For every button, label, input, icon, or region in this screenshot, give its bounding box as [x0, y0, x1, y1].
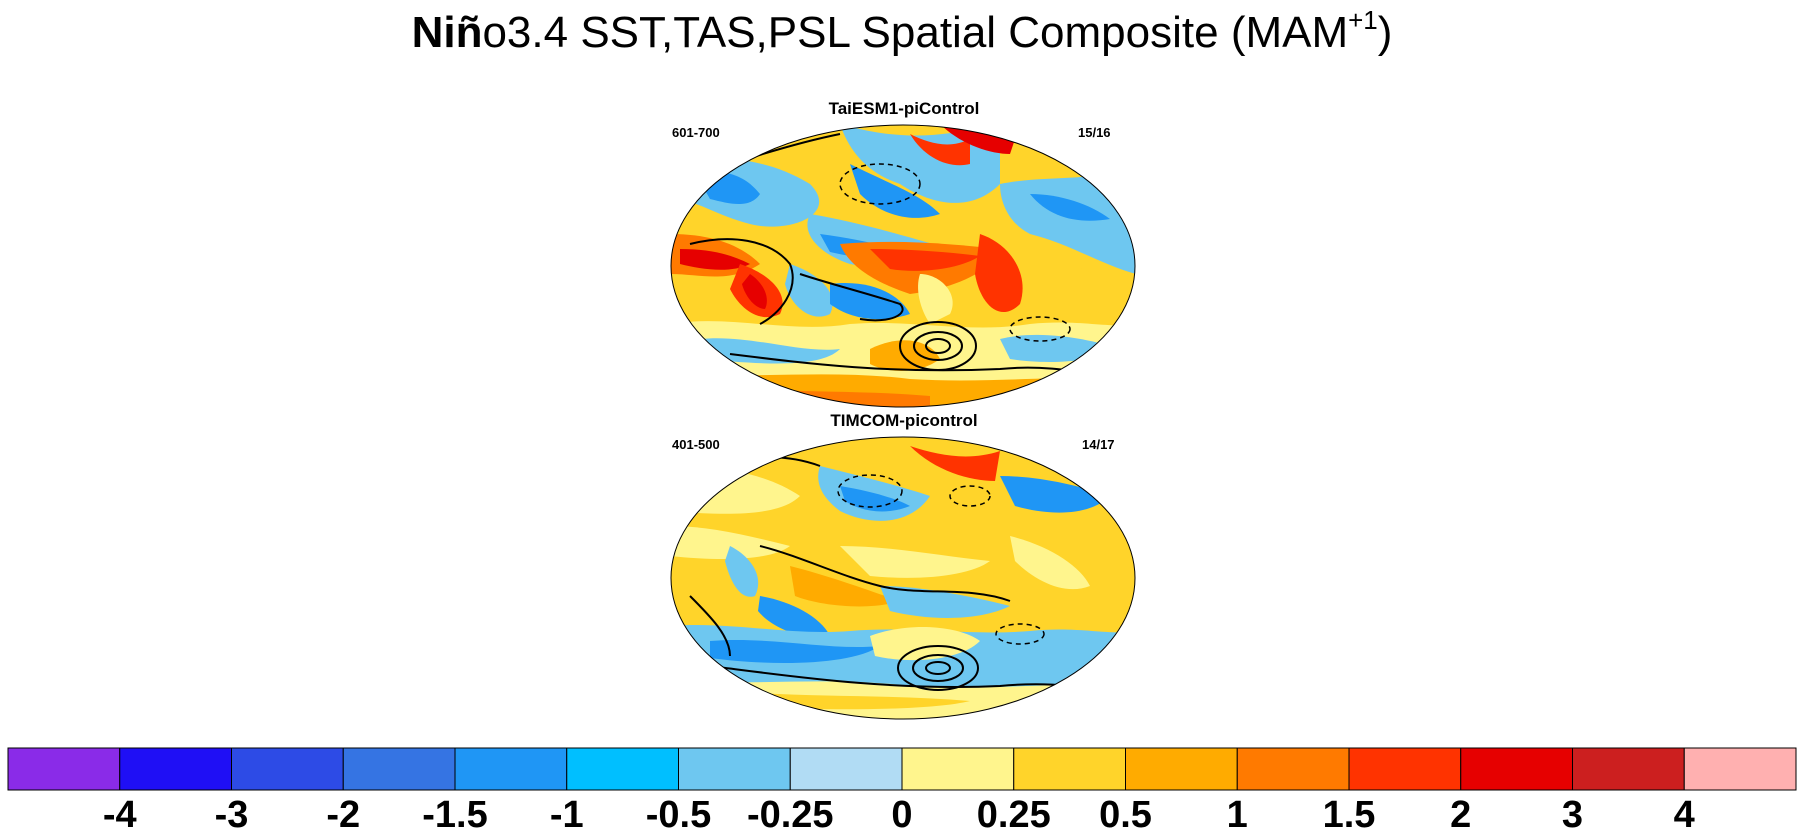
colorbar-swatch [7, 747, 121, 791]
title-bold: Niñ [411, 8, 483, 57]
colorbar-swatch [566, 747, 679, 791]
panel-2-title: TIMCOM-picontrol [830, 411, 978, 430]
colorbar-tick-label: 1.5 [1322, 794, 1376, 836]
panel-1-left-label: 601-700 [672, 125, 720, 140]
panel-2-right-label: 14/17 [1082, 437, 1115, 452]
colorbar-swatch [1236, 747, 1350, 791]
colorbar-swatch [119, 747, 232, 791]
colorbar-tick-label: 0.25 [976, 794, 1051, 836]
colorbar-tick-label: -4 [102, 794, 137, 836]
colorbar-tick-label: 0 [891, 794, 913, 836]
colorbar-tick-label: -0.5 [645, 794, 712, 836]
colorbar-tick-label: 4 [1673, 794, 1695, 836]
map-panel-1 [670, 124, 1136, 408]
colorbar-tick-label: -1.5 [422, 794, 488, 836]
title-sup: +1 [1348, 5, 1378, 35]
colorbar-tick-label: -0.25 [746, 794, 834, 836]
colorbar-tick-label: -2 [326, 794, 361, 836]
colorbar-swatch [789, 747, 903, 791]
colorbar-swatch [1348, 747, 1462, 791]
colorbar-tick-label: 1 [1226, 794, 1248, 836]
colorbar-tick-label: -1 [549, 794, 584, 836]
panel-2-left-label: 401-500 [672, 437, 720, 452]
colorbar-swatch [454, 747, 568, 791]
colorbar-swatch [1572, 747, 1685, 791]
colorbar-swatch [1013, 747, 1126, 791]
colorbar-swatch [231, 747, 344, 791]
colorbar-swatch [901, 747, 1015, 791]
colorbar-swatch [678, 747, 791, 791]
colorbar-swatch [342, 747, 456, 791]
panel-1-right-label: 15/16 [1078, 125, 1111, 140]
title-close: ) [1377, 8, 1393, 57]
chart-title: Niño3.4 SST,TAS,PSL Spatial Composite (M… [0, 5, 1804, 58]
colorbar-tick-label: 2 [1450, 794, 1472, 836]
colorbar-tick-label: 0.5 [1099, 794, 1152, 836]
panel-1-title: TaiESM1-piControl [828, 99, 980, 118]
colorbar-tick-label: -3 [214, 794, 249, 836]
colorbar-swatch [1683, 747, 1797, 791]
map-panel-2 [670, 436, 1136, 720]
colorbar-tick-label: 3 [1561, 794, 1584, 836]
title-rest: o3.4 SST,TAS,PSL Spatial Composite (MAM [482, 8, 1349, 57]
colorbar-swatch [1460, 747, 1573, 791]
colorbar-swatch [1125, 747, 1238, 791]
